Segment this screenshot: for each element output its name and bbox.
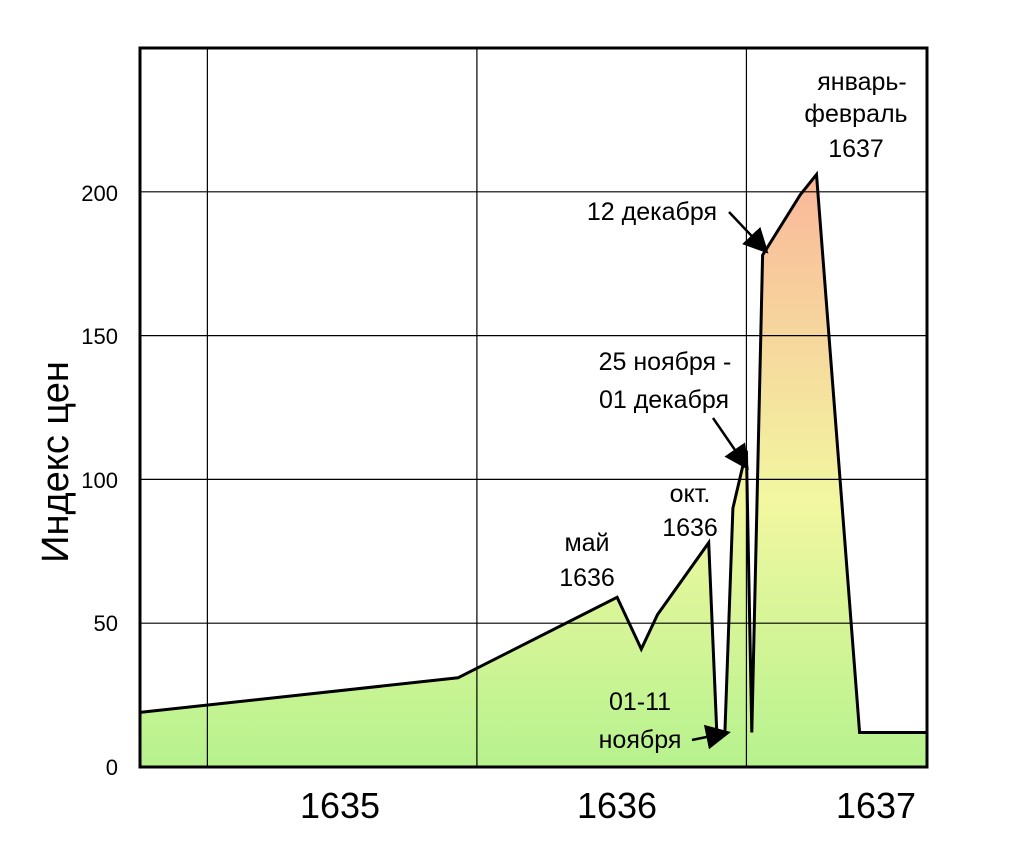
y-tick-label: 50 [94, 611, 118, 636]
annotation-line: окт. [670, 480, 711, 508]
annotation-line: ноября [599, 726, 682, 754]
annotation-oct-1636: окт. 1636 [662, 480, 718, 542]
annotation-line: 01-11 [609, 688, 671, 716]
annotation-line: 25 ноября - [599, 348, 732, 376]
plot-frame [138, 46, 929, 769]
grid-layer [140, 48, 927, 767]
annotation-arrow [711, 417, 749, 471]
annotation-line: 1637 [828, 135, 884, 163]
annotation-nov-1-11: 01-11 ноября [599, 688, 731, 754]
area-fill [140, 174, 927, 767]
annotation-arrow [691, 724, 731, 750]
annotation-may-1636: май 1636 [559, 529, 615, 592]
x-tick-label: 1635 [300, 785, 380, 826]
x-tick-labels: 1635 1636 1637 [300, 785, 916, 826]
annotation-arrow [728, 211, 769, 254]
y-tick-label: 100 [81, 468, 118, 493]
annotation-line: май [564, 529, 609, 557]
y-axis-label: Индекс цен [35, 361, 77, 563]
x-tick-label: 1636 [577, 785, 657, 826]
x-tick-label: 1637 [836, 785, 916, 826]
annotation-dec-12: 12 декабря [587, 198, 769, 254]
annotation-nov25-dec1: 25 ноября - 01 декабря [599, 348, 749, 471]
annotation-line: 12 декабря [587, 198, 717, 226]
annotation-line: февраль [804, 100, 907, 128]
series-line [139, 170, 927, 734]
line-layer [139, 170, 927, 734]
y-tick-labels: 0 50 100 150 200 [81, 181, 118, 780]
area-layer [140, 174, 927, 767]
annotation-line: 1636 [559, 564, 615, 592]
y-tick-label: 0 [106, 755, 118, 780]
annotation-line: 1636 [662, 514, 718, 542]
y-tick-label: 150 [81, 324, 118, 349]
annotation-line: январь- [817, 68, 907, 96]
y-tick-label: 200 [81, 181, 118, 206]
annotation-line: 01 декабря [599, 386, 729, 414]
annotation-jan-feb-1637: январь- февраль 1637 [804, 68, 907, 163]
